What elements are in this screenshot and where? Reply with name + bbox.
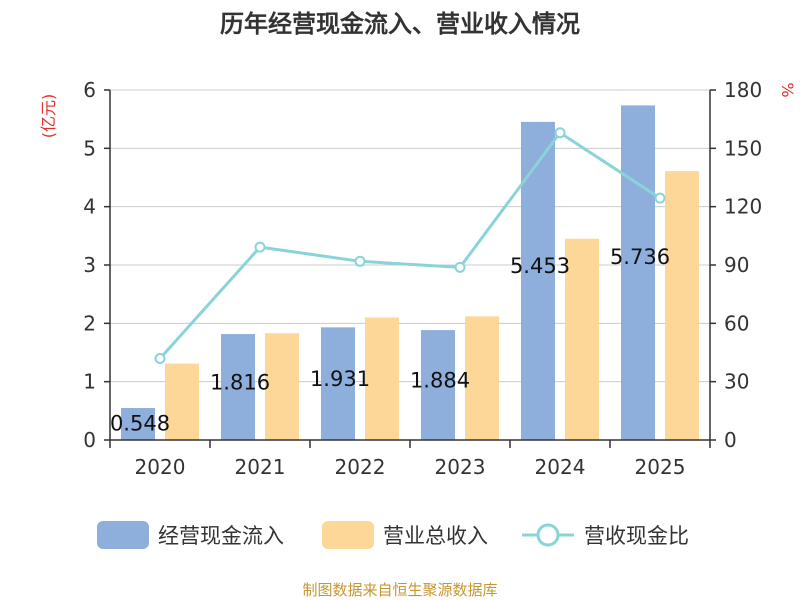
left-tick-label: 1 (83, 370, 96, 394)
legend: 经营现金流入 营业总收入 营收现金比 (97, 521, 689, 549)
bar-revenue-2021 (265, 333, 299, 440)
bar-cash-inflow-2023 (421, 330, 455, 440)
data-label-cash-inflow-2023: 1.884 (410, 369, 470, 393)
data-label-cash-inflow-2024: 5.453 (510, 254, 570, 278)
right-tick-label: 30 (724, 370, 749, 394)
data-label-cash-inflow-2025: 5.736 (610, 245, 670, 269)
right-tick-label: 0 (724, 428, 737, 452)
legend-swatch-revenue (322, 521, 374, 549)
legend-swatch-cash-inflow (97, 521, 149, 549)
grid-lines (110, 89, 710, 383)
source-note: 制图数据来自恒生聚源数据库 (302, 581, 497, 599)
bar-revenue-2023 (465, 316, 499, 440)
right-axis-unit: % (778, 82, 797, 97)
point-ratio-2023 (454, 261, 466, 273)
chart-title: 历年经营现金流入、营业收入情况 (220, 10, 580, 38)
x-tick-label-2021: 2021 (235, 455, 286, 479)
data-label-cash-inflow-2021: 1.816 (210, 371, 270, 395)
x-tick-label-2023: 2023 (435, 455, 486, 479)
bar-cash-inflow-2022 (321, 327, 355, 440)
bar-cash-inflow-2024 (521, 121, 555, 441)
line-ratio (158, 130, 661, 360)
right-tick-label: 60 (724, 311, 749, 335)
x-tick-label-2020: 2020 (135, 455, 186, 479)
point-ratio-2020 (154, 353, 166, 365)
bar-cash-inflow-2021 (221, 334, 255, 440)
data-labels: 0.548 1.816 1.931 1.884 5.453 5.736 (110, 245, 670, 435)
bar-cash-inflow-2020 (121, 408, 155, 440)
right-tick-label: 150 (724, 136, 762, 160)
x-tick-label-2022: 2022 (335, 455, 386, 479)
point-ratio-2024 (554, 127, 566, 139)
bar-revenue-2024 (565, 238, 599, 440)
data-label-cash-inflow-2022: 1.931 (310, 367, 370, 391)
bar-revenue-2022 (365, 317, 399, 440)
x-tick-label-2025: 2025 (635, 455, 686, 479)
left-tick-label: 2 (83, 311, 96, 335)
left-tick-label: 5 (83, 136, 96, 160)
point-ratio-2022 (354, 255, 366, 267)
left-tick-label: 3 (83, 253, 96, 277)
legend-marker-ratio (536, 523, 560, 547)
bar-group (121, 105, 699, 441)
bar-cash-inflow-2025 (621, 105, 655, 441)
legend-label-cash-inflow: 经营现金流入 (158, 524, 284, 548)
left-tick-label: 6 (83, 78, 96, 102)
bar-revenue-2025 (665, 171, 699, 441)
left-tick-label: 0 (83, 428, 96, 452)
right-tick-label: 120 (724, 195, 762, 219)
point-ratio-2025 (654, 192, 666, 204)
bar-revenue-2020 (165, 363, 199, 440)
right-tick-label: 90 (724, 253, 749, 277)
right-tick-label: 180 (724, 78, 762, 102)
x-tick-label-2024: 2024 (535, 455, 586, 479)
legend-label-revenue: 营业总收入 (383, 524, 488, 548)
legend-label-ratio: 营收现金比 (584, 524, 689, 548)
data-label-cash-inflow-2020: 0.548 (110, 411, 170, 435)
left-axis-unit: (亿元) (39, 94, 58, 139)
ratio-line-group (154, 127, 666, 365)
point-ratio-2021 (254, 241, 266, 253)
left-tick-label: 4 (83, 195, 96, 219)
